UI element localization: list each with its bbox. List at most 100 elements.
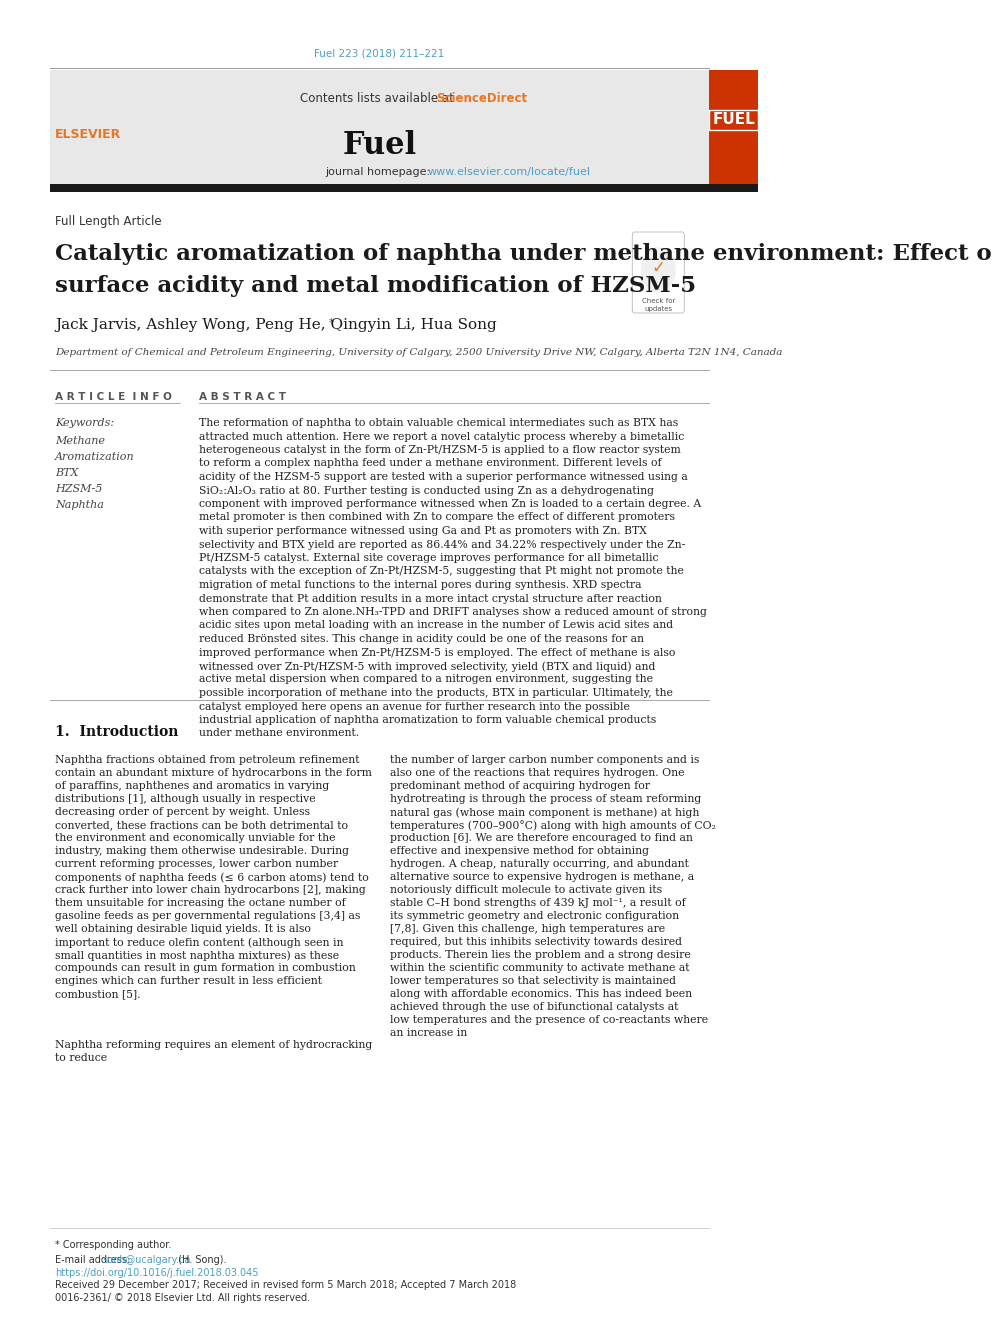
Circle shape: [642, 247, 675, 292]
Text: an increase in: an increase in: [390, 1028, 467, 1039]
Text: SiO₂:Al₂O₃ ratio at 80. Further testing is conducted using Zn as a dehydrogenati: SiO₂:Al₂O₃ ratio at 80. Further testing …: [198, 486, 654, 496]
Text: Keywords:: Keywords:: [55, 418, 114, 429]
Text: BTX: BTX: [55, 468, 78, 478]
Text: heterogeneous catalyst in the form of Zn-Pt/HZSM-5 is applied to a flow reactor : heterogeneous catalyst in the form of Zn…: [198, 445, 681, 455]
Text: Jack Jarvis, Ashley Wong, Peng He, Qingyin Li, Hua Song: Jack Jarvis, Ashley Wong, Peng He, Qingy…: [55, 318, 497, 332]
Text: within the scientific community to activate methane at: within the scientific community to activ…: [390, 963, 689, 972]
Text: Aromatization: Aromatization: [55, 452, 135, 462]
Text: Contents lists available at: Contents lists available at: [301, 93, 458, 105]
Text: its symmetric geometry and electronic configuration: its symmetric geometry and electronic co…: [390, 912, 679, 921]
Text: of paraffins, naphthenes and aromatics in varying: of paraffins, naphthenes and aromatics i…: [55, 781, 329, 791]
Text: 0016-2361/ © 2018 Elsevier Ltd. All rights reserved.: 0016-2361/ © 2018 Elsevier Ltd. All righ…: [55, 1293, 310, 1303]
Text: effective and inexpensive method for obtaining: effective and inexpensive method for obt…: [390, 845, 649, 856]
Text: possible incorporation of methane into the products, BTX in particular. Ultimate: possible incorporation of methane into t…: [198, 688, 673, 699]
Text: A R T I C L E  I N F O: A R T I C L E I N F O: [55, 392, 172, 402]
Text: ELSEVIER: ELSEVIER: [55, 128, 121, 142]
Text: compounds can result in gum formation in combustion: compounds can result in gum formation in…: [55, 963, 356, 972]
Text: HZSM-5: HZSM-5: [55, 484, 102, 493]
Text: contain an abundant mixture of hydrocarbons in the form: contain an abundant mixture of hydrocarb…: [55, 767, 372, 778]
Text: component with improved performance witnessed when Zn is loaded to a certain deg: component with improved performance witn…: [198, 499, 701, 509]
FancyBboxPatch shape: [632, 232, 684, 314]
Text: https://doi.org/10.1016/j.fuel.2018.03.045: https://doi.org/10.1016/j.fuel.2018.03.0…: [55, 1267, 259, 1278]
Text: achieved through the use of bifunctional catalysts at: achieved through the use of bifunctional…: [390, 1002, 679, 1012]
Text: converted, these fractions can be both detrimental to: converted, these fractions can be both d…: [55, 820, 348, 830]
Text: ✓: ✓: [652, 259, 666, 277]
Text: Received 29 December 2017; Received in revised form 5 March 2018; Accepted 7 Mar: Received 29 December 2017; Received in r…: [55, 1279, 516, 1290]
Text: stable C–H bond strengths of 439 kJ mol⁻¹, a result of: stable C–H bond strengths of 439 kJ mol⁻…: [390, 898, 685, 908]
Text: crack further into lower chain hydrocarbons [2], making: crack further into lower chain hydrocarb…: [55, 885, 366, 894]
Text: 1.  Introduction: 1. Introduction: [55, 725, 179, 740]
Text: temperatures (700–900°C) along with high amounts of CO₂: temperatures (700–900°C) along with high…: [390, 820, 716, 831]
Text: acidity of the HZSM-5 support are tested with a superior performance witnessed u: acidity of the HZSM-5 support are tested…: [198, 472, 687, 482]
Text: Department of Chemical and Petroleum Engineering, University of Calgary, 2500 Un: Department of Chemical and Petroleum Eng…: [55, 348, 783, 357]
Text: attracted much attention. Here we report a novel catalytic process whereby a bim: attracted much attention. Here we report…: [198, 431, 684, 442]
Text: natural gas (whose main component is methane) at high: natural gas (whose main component is met…: [390, 807, 699, 818]
Text: predominant method of acquiring hydrogen for: predominant method of acquiring hydrogen…: [390, 781, 650, 791]
Text: The reformation of naphtha to obtain valuable chemical intermediates such as BTX: The reformation of naphtha to obtain val…: [198, 418, 678, 429]
Text: ScienceDirect: ScienceDirect: [436, 93, 528, 105]
Text: Fuel: Fuel: [342, 130, 417, 161]
Text: combustion [5].: combustion [5].: [55, 990, 141, 999]
Text: www.elsevier.com/locate/fuel: www.elsevier.com/locate/fuel: [428, 167, 590, 177]
Text: to reduce: to reduce: [55, 1053, 107, 1062]
Text: well obtaining desirable liquid yields. It is also: well obtaining desirable liquid yields. …: [55, 923, 310, 934]
Text: Naphtha fractions obtained from petroleum refinement: Naphtha fractions obtained from petroleu…: [55, 755, 359, 765]
Text: acidic sites upon metal loading with an increase in the number of Lewis acid sit: acidic sites upon metal loading with an …: [198, 620, 673, 631]
Text: Pt/HZSM-5 catalyst. External site coverage improves performance for all bimetall: Pt/HZSM-5 catalyst. External site covera…: [198, 553, 659, 564]
Text: hydrogen. A cheap, naturally occurring, and abundant: hydrogen. A cheap, naturally occurring, …: [390, 859, 688, 869]
Text: surface acidity and metal modification of HZSM-5: surface acidity and metal modification o…: [55, 275, 696, 296]
Text: low temperatures and the presence of co-reactants where: low temperatures and the presence of co-…: [390, 1015, 708, 1025]
Text: active metal dispersion when compared to a nitrogen environment, suggesting the: active metal dispersion when compared to…: [198, 675, 653, 684]
Text: Naphtha: Naphtha: [55, 500, 104, 509]
Text: Check for
updates: Check for updates: [642, 298, 675, 311]
Text: FUEL: FUEL: [712, 112, 755, 127]
Text: improved performance when Zn-Pt/HZSM-5 is employed. The effect of methane is als: improved performance when Zn-Pt/HZSM-5 i…: [198, 647, 676, 658]
Text: migration of metal functions to the internal pores during synthesis. XRD spectra: migration of metal functions to the inte…: [198, 579, 641, 590]
Text: the environment and economically unviable for the: the environment and economically unviabl…: [55, 833, 335, 843]
FancyBboxPatch shape: [708, 70, 758, 185]
Text: E-mail address:: E-mail address:: [55, 1256, 133, 1265]
Text: * Corresponding author.: * Corresponding author.: [55, 1240, 172, 1250]
Text: journal homepage:: journal homepage:: [324, 167, 434, 177]
Text: Fuel 223 (2018) 211–221: Fuel 223 (2018) 211–221: [314, 48, 444, 58]
Text: industry, making them otherwise undesirable. During: industry, making them otherwise undesira…: [55, 845, 349, 856]
Text: decreasing order of percent by weight. Unless: decreasing order of percent by weight. U…: [55, 807, 310, 818]
Text: distributions [1], although usually in respective: distributions [1], although usually in r…: [55, 794, 315, 804]
Text: Naphtha reforming requires an element of hydrocracking: Naphtha reforming requires an element of…: [55, 1040, 372, 1050]
Text: industrial application of naphtha aromatization to form valuable chemical produc: industrial application of naphtha aromat…: [198, 714, 656, 725]
Text: important to reduce olefin content (although seen in: important to reduce olefin content (alth…: [55, 937, 343, 947]
Text: Full Length Article: Full Length Article: [55, 216, 162, 228]
Text: *: *: [328, 318, 334, 328]
FancyBboxPatch shape: [50, 70, 708, 185]
Text: A B S T R A C T: A B S T R A C T: [198, 392, 286, 402]
Text: metal promoter is then combined with Zn to compare the effect of different promo: metal promoter is then combined with Zn …: [198, 512, 675, 523]
Text: reduced Brönsted sites. This change in acidity could be one of the reasons for a: reduced Brönsted sites. This change in a…: [198, 634, 644, 644]
Text: Methane: Methane: [55, 437, 105, 446]
FancyBboxPatch shape: [50, 184, 758, 192]
Text: sonh@ucalgary.ca: sonh@ucalgary.ca: [102, 1256, 190, 1265]
Text: current reforming processes, lower carbon number: current reforming processes, lower carbo…: [55, 859, 338, 869]
Text: with superior performance witnessed using Ga and Pt as promoters with Zn. BTX: with superior performance witnessed usin…: [198, 527, 647, 536]
Text: products. Therein lies the problem and a strong desire: products. Therein lies the problem and a…: [390, 950, 690, 960]
Text: them unsuitable for increasing the octane number of: them unsuitable for increasing the octan…: [55, 898, 346, 908]
Text: production [6]. We are therefore encouraged to find an: production [6]. We are therefore encoura…: [390, 833, 692, 843]
Text: (H. Song).: (H. Song).: [175, 1256, 226, 1265]
Text: along with affordable economics. This has indeed been: along with affordable economics. This ha…: [390, 990, 692, 999]
Text: lower temperatures so that selectivity is maintained: lower temperatures so that selectivity i…: [390, 976, 676, 986]
Text: when compared to Zn alone.NH₃-TPD and DRIFT analyses show a reduced amount of st: when compared to Zn alone.NH₃-TPD and DR…: [198, 607, 706, 617]
Text: Catalytic aromatization of naphtha under methane environment: Effect of: Catalytic aromatization of naphtha under…: [55, 243, 992, 265]
Text: witnessed over Zn-Pt/HZSM-5 with improved selectivity, yield (BTX and liquid) an: witnessed over Zn-Pt/HZSM-5 with improve…: [198, 662, 655, 672]
Text: small quantities in most naphtha mixtures) as these: small quantities in most naphtha mixture…: [55, 950, 339, 960]
Text: [7,8]. Given this challenge, high temperatures are: [7,8]. Given this challenge, high temper…: [390, 923, 665, 934]
Text: selectivity and BTX yield are reported as 86.44% and 34.22% respectively under t: selectivity and BTX yield are reported a…: [198, 540, 685, 549]
Text: under methane environment.: under methane environment.: [198, 729, 359, 738]
Text: catalysts with the exception of Zn-Pt/HZSM-5, suggesting that Pt might not promo: catalysts with the exception of Zn-Pt/HZ…: [198, 566, 683, 577]
Text: gasoline feeds as per governmental regulations [3,4] as: gasoline feeds as per governmental regul…: [55, 912, 360, 921]
Text: catalyst employed here opens an avenue for further research into the possible: catalyst employed here opens an avenue f…: [198, 701, 630, 712]
Text: engines which can further result in less efficient: engines which can further result in less…: [55, 976, 322, 986]
Text: the number of larger carbon number components and is: the number of larger carbon number compo…: [390, 755, 699, 765]
Text: hydrotreating is through the process of steam reforming: hydrotreating is through the process of …: [390, 794, 701, 804]
Text: alternative source to expensive hydrogen is methane, a: alternative source to expensive hydrogen…: [390, 872, 694, 882]
Text: components of naphtha feeds (≤ 6 carbon atoms) tend to: components of naphtha feeds (≤ 6 carbon …: [55, 872, 369, 882]
Text: demonstrate that Pt addition results in a more intact crystal structure after re: demonstrate that Pt addition results in …: [198, 594, 662, 603]
